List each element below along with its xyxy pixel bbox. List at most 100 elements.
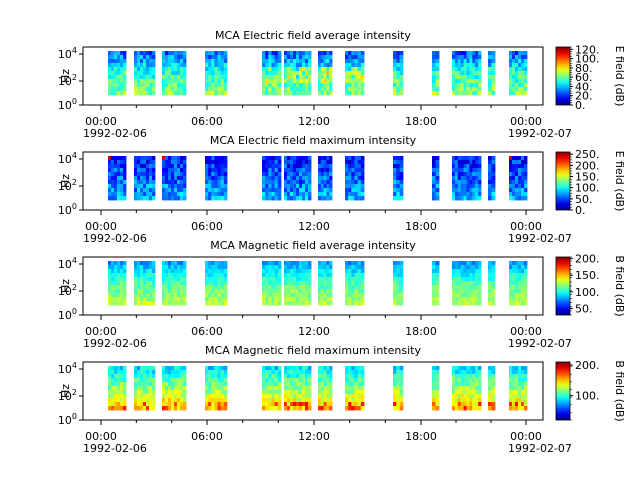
heatmap-cell bbox=[320, 301, 324, 306]
heatmap-cell bbox=[357, 91, 362, 96]
heatmap-cell bbox=[143, 180, 147, 185]
heatmap-cell bbox=[518, 71, 522, 76]
heatmap-cell bbox=[220, 285, 225, 290]
heatmap-block bbox=[134, 156, 156, 201]
heatmap-cell bbox=[491, 59, 496, 64]
heatmap-cell bbox=[329, 273, 333, 278]
heatmap-cell bbox=[524, 87, 528, 92]
heatmap-cell bbox=[518, 273, 522, 278]
heatmap-cell bbox=[302, 301, 306, 306]
heatmap-cell bbox=[396, 390, 401, 395]
heatmap-cell bbox=[143, 176, 147, 181]
heatmap-cell bbox=[137, 87, 141, 92]
heatmap-cell bbox=[360, 196, 365, 201]
heatmap-cell bbox=[521, 196, 525, 201]
heatmap-block bbox=[393, 261, 404, 306]
heatmap-cell bbox=[183, 293, 187, 298]
heatmap-cell bbox=[174, 293, 178, 298]
heatmap-cell bbox=[287, 160, 291, 165]
heatmap-cell bbox=[117, 285, 121, 290]
heatmap-cell bbox=[205, 269, 209, 274]
heatmap-cell bbox=[146, 83, 150, 88]
heatmap-cell bbox=[108, 398, 112, 403]
heatmap-cell bbox=[393, 277, 397, 282]
heatmap-cell bbox=[284, 269, 288, 274]
heatmap-cell bbox=[509, 382, 513, 387]
heatmap-cell bbox=[211, 192, 215, 197]
heatmap-cell bbox=[143, 265, 147, 270]
colorbar-tick-label: 50. bbox=[575, 302, 593, 315]
heatmap-cell bbox=[177, 87, 181, 92]
heatmap-cell bbox=[268, 402, 272, 407]
heatmap-cell bbox=[183, 75, 187, 80]
heatmap-cell bbox=[290, 386, 294, 391]
heatmap-block bbox=[452, 156, 482, 201]
heatmap-cell bbox=[177, 281, 181, 286]
heatmap-cell bbox=[287, 196, 291, 201]
heatmap-cell bbox=[220, 378, 225, 383]
heatmap-cell bbox=[217, 261, 222, 266]
heatmap-cell bbox=[393, 180, 397, 185]
heatmap-cell bbox=[290, 297, 294, 302]
heatmap-cell bbox=[223, 156, 228, 161]
heatmap-cell bbox=[114, 188, 118, 193]
heatmap-block bbox=[162, 366, 187, 411]
heatmap-cell bbox=[220, 273, 225, 278]
heatmap-cell bbox=[512, 398, 516, 403]
heatmap-cell bbox=[518, 172, 522, 177]
y-tick-label: 100 bbox=[58, 97, 77, 112]
heatmap-cell bbox=[180, 63, 184, 68]
heatmap-cell bbox=[488, 374, 492, 379]
heatmap-cell bbox=[466, 192, 470, 197]
heatmap-cell bbox=[223, 160, 228, 165]
heatmap-cell bbox=[211, 188, 215, 193]
heatmap-cell bbox=[305, 273, 309, 278]
heatmap-cell bbox=[165, 192, 169, 197]
heatmap-cell bbox=[171, 156, 175, 161]
heatmap-cell bbox=[396, 75, 401, 80]
heatmap-cell bbox=[323, 83, 327, 88]
heatmap-cell bbox=[134, 176, 138, 181]
heatmap-cell bbox=[146, 91, 150, 96]
heatmap-cell bbox=[114, 273, 118, 278]
heatmap-cell bbox=[171, 293, 175, 298]
heatmap-cell bbox=[220, 386, 225, 391]
heatmap-cell bbox=[393, 265, 397, 270]
heatmap-cell bbox=[165, 51, 169, 56]
heatmap-cell bbox=[323, 71, 327, 76]
heatmap-cell bbox=[457, 289, 462, 294]
heatmap-cell bbox=[265, 386, 269, 391]
heatmap bbox=[108, 51, 528, 96]
heatmap-cell bbox=[277, 83, 282, 88]
heatmap-cell bbox=[345, 378, 349, 383]
heatmap-cell bbox=[205, 172, 209, 177]
heatmap-cell bbox=[290, 87, 294, 92]
heatmap-cell bbox=[149, 55, 153, 60]
heatmap-cell bbox=[463, 172, 467, 177]
heatmap-cell bbox=[171, 382, 175, 387]
heatmap-cell bbox=[114, 297, 118, 302]
heatmap-cell bbox=[123, 285, 127, 290]
heatmap-cell bbox=[457, 188, 462, 193]
heatmap-block bbox=[509, 156, 528, 201]
heatmap-cell bbox=[432, 51, 436, 56]
heatmap-cell bbox=[305, 301, 309, 306]
heatmap-cell bbox=[208, 83, 212, 88]
heatmap-cell bbox=[396, 196, 401, 201]
heatmap-cell bbox=[262, 188, 266, 193]
heatmap-cell bbox=[117, 188, 121, 193]
heatmap-cell bbox=[457, 83, 462, 88]
heatmap-cell bbox=[143, 79, 147, 84]
heatmap-cell bbox=[329, 265, 333, 270]
heatmap-cell bbox=[140, 289, 144, 294]
heatmap-cell bbox=[348, 374, 352, 379]
heatmap-block bbox=[452, 261, 482, 306]
heatmap-cell bbox=[512, 386, 516, 391]
heatmap-cell bbox=[268, 176, 272, 181]
heatmap-cell bbox=[491, 180, 496, 185]
heatmap-cell bbox=[177, 277, 181, 282]
heatmap-block bbox=[134, 51, 156, 96]
heatmap-cell bbox=[463, 265, 467, 270]
heatmap-cell bbox=[180, 301, 184, 306]
heatmap-cell bbox=[152, 370, 156, 375]
